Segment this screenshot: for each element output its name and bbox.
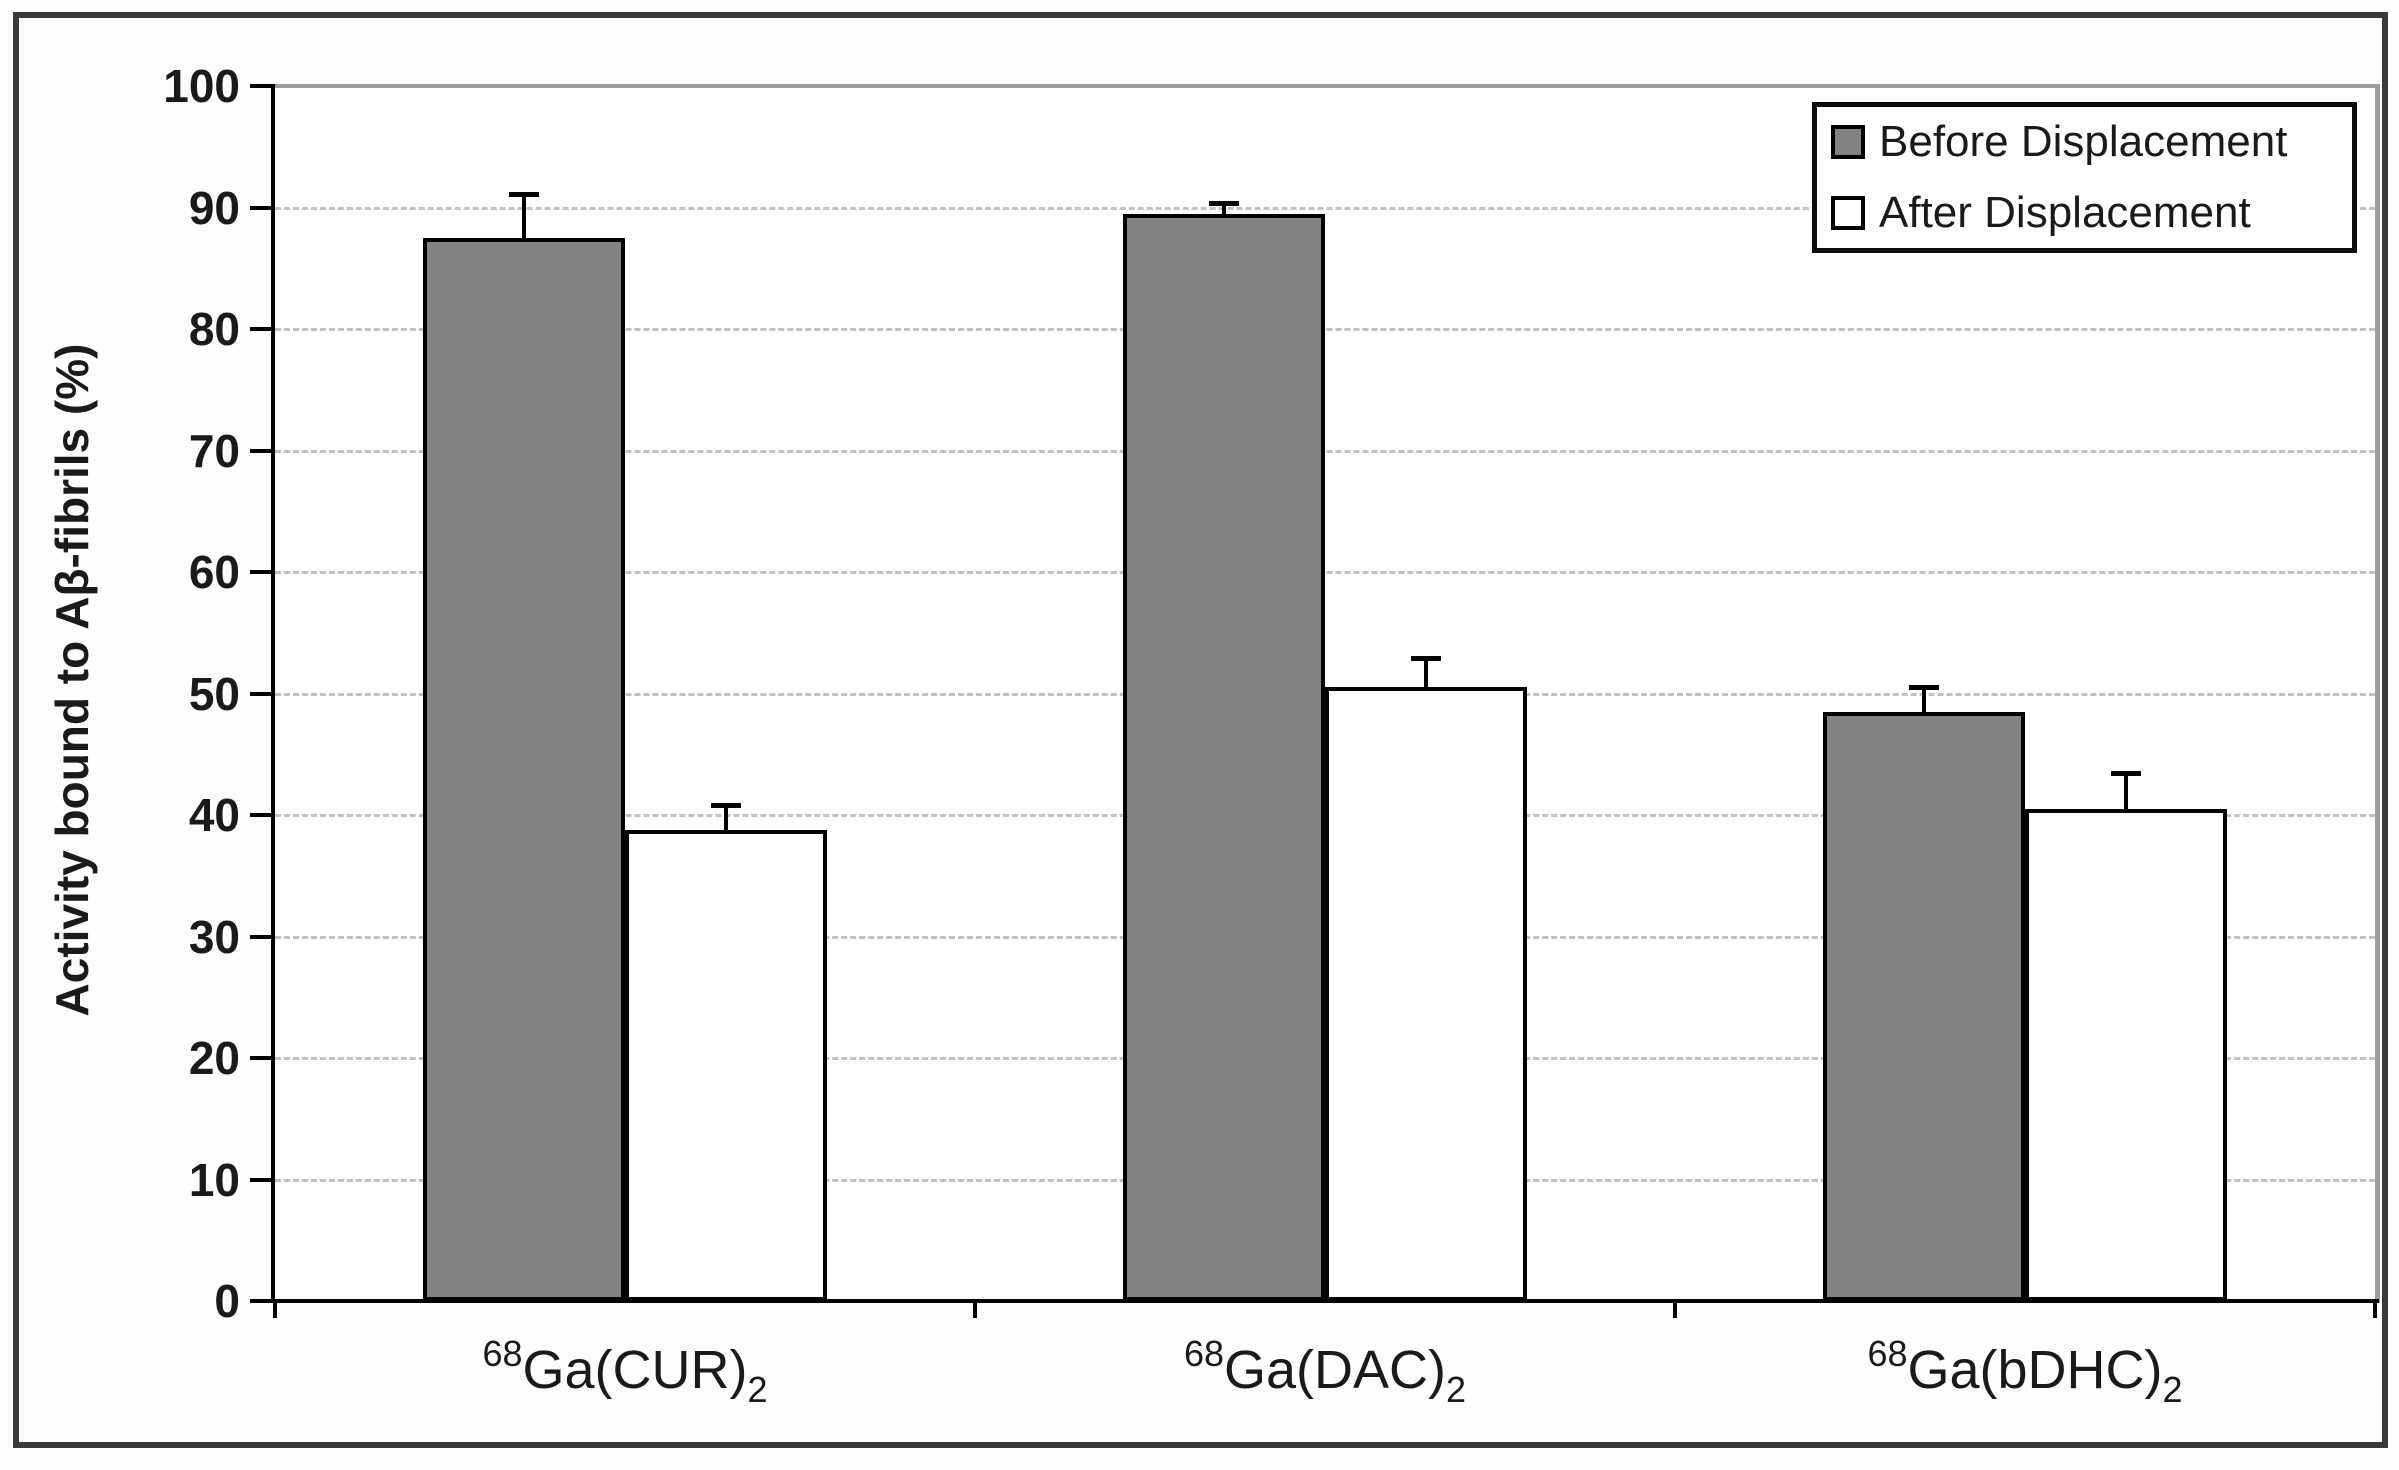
y-tick-100 bbox=[250, 84, 272, 88]
bar-before-displacement-ga-dac bbox=[1123, 213, 1325, 1301]
x-category-label-ga-bdhc: 68Ga(bDHC)2 bbox=[1867, 1333, 2183, 1410]
y-tick-label-90: 90 bbox=[188, 181, 240, 234]
bar-after-displacement-ga-dac bbox=[1325, 687, 1527, 1301]
legend-label-before-displacement: Before Displacement bbox=[1879, 117, 2288, 167]
gridline-90 bbox=[275, 206, 2375, 210]
x-category-label-ga-dac: 68Ga(DAC)2 bbox=[1183, 1333, 1467, 1410]
gridline-80 bbox=[275, 328, 2375, 331]
bar-before-displacement-ga-cur bbox=[423, 237, 625, 1301]
bars-layer bbox=[275, 86, 2375, 1301]
y-tick-label-50: 50 bbox=[188, 667, 240, 720]
y-tick-label-0: 0 bbox=[214, 1275, 240, 1327]
y-tick-50 bbox=[250, 691, 272, 696]
x-axis-line bbox=[271, 1299, 2379, 1303]
error-bar-before-displacement-ga-bdhc bbox=[1922, 686, 1926, 713]
y-tick-40 bbox=[250, 813, 272, 817]
y-tick-90 bbox=[250, 205, 272, 210]
error-bar-cap-before-displacement-ga-dac bbox=[1209, 201, 1239, 207]
error-bar-before-displacement-ga-cur bbox=[522, 192, 526, 239]
y-tick-label-40: 40 bbox=[188, 789, 240, 841]
y-axis-line bbox=[271, 84, 275, 1303]
gridline-70 bbox=[275, 449, 2375, 453]
error-bar-cap-before-displacement-ga-cur bbox=[509, 191, 539, 197]
y-tick-80 bbox=[250, 327, 272, 331]
y-tick-70 bbox=[250, 448, 272, 453]
y-tick-label-20: 20 bbox=[188, 1032, 240, 1084]
legend-label-after-displacement: After Displacement bbox=[1879, 187, 2251, 237]
gridline-60 bbox=[275, 571, 2375, 574]
y-tick-label-30: 30 bbox=[188, 910, 240, 963]
bar-after-displacement-ga-bdhc bbox=[2025, 808, 2227, 1301]
legend-row-after-displacement: After Displacement bbox=[1831, 187, 2352, 237]
error-bar-cap-after-displacement-ga-cur bbox=[711, 802, 741, 808]
y-tick-label-10: 10 bbox=[188, 1153, 240, 1206]
legend-row-before-displacement: Before Displacement bbox=[1831, 118, 2352, 166]
error-bar-after-displacement-ga-cur bbox=[724, 803, 728, 831]
y-tick-0 bbox=[250, 1299, 272, 1303]
plot-top-border bbox=[275, 84, 2375, 88]
y-tick-20 bbox=[250, 1056, 272, 1060]
error-bar-cap-before-displacement-ga-bdhc bbox=[1909, 685, 1939, 690]
y-tick-label-70: 70 bbox=[188, 424, 240, 477]
x-tick-0 bbox=[273, 1303, 277, 1318]
figure-border bbox=[13, 12, 2388, 1448]
y-tick-label-80: 80 bbox=[188, 303, 240, 355]
legend-swatch-icon bbox=[1831, 195, 1865, 230]
error-bar-after-displacement-ga-bdhc bbox=[2124, 772, 2128, 810]
y-tick-10 bbox=[250, 1177, 272, 1182]
x-category-label-ga-cur: 68Ga(CUR)2 bbox=[482, 1333, 768, 1410]
bar-after-displacement-ga-cur bbox=[625, 829, 827, 1301]
y-tick-60 bbox=[250, 570, 272, 574]
bar-before-displacement-ga-bdhc bbox=[1823, 711, 2025, 1301]
error-bar-cap-after-displacement-ga-dac bbox=[1411, 655, 1441, 661]
y-tick-30 bbox=[250, 934, 272, 939]
error-bar-before-displacement-ga-dac bbox=[1222, 202, 1226, 215]
y-tick-label-60: 60 bbox=[188, 546, 240, 598]
x-tick-1 bbox=[973, 1303, 977, 1318]
plot-right-border bbox=[2375, 84, 2380, 1303]
y-axis-title: Activity bound to Aβ-fibrils (%) bbox=[46, 343, 98, 1017]
error-bar-after-displacement-ga-dac bbox=[1424, 656, 1428, 689]
x-tick-3 bbox=[2373, 1303, 2377, 1318]
error-bar-cap-after-displacement-ga-bdhc bbox=[2111, 771, 2141, 777]
y-tick-label-100: 100 bbox=[163, 60, 240, 112]
legend-swatch-icon bbox=[1831, 125, 1865, 160]
x-tick-2 bbox=[1673, 1303, 1677, 1318]
legend: Before Displacement After Displacement bbox=[1812, 102, 2357, 253]
